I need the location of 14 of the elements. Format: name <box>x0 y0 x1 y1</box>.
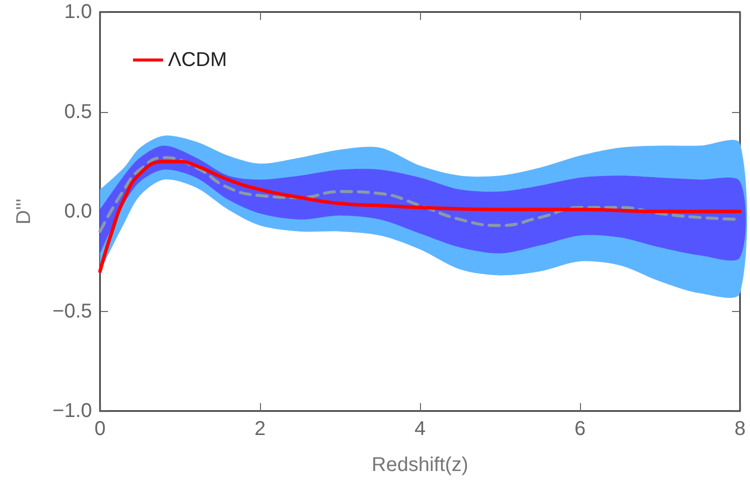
x-tick-label: 4 <box>414 418 426 440</box>
x-axis-title: Redshift(z) <box>372 454 468 476</box>
y-tick-label: −0.5 <box>52 300 92 322</box>
x-tick-label: 8 <box>734 418 746 440</box>
x-tick-label: 0 <box>94 418 106 440</box>
x-tick-label: 6 <box>574 418 586 440</box>
y-tick-label: 0.5 <box>64 100 92 123</box>
x-tick-label: 2 <box>254 418 266 440</box>
y-tick-label: 1.0 <box>64 1 92 23</box>
legend-label: ΛCDM <box>168 49 227 71</box>
y-tick-label: −1.0 <box>52 400 92 422</box>
y-tick-label: 0.0 <box>64 200 92 222</box>
y-axis-title: D''' <box>13 198 35 224</box>
line-series <box>98 160 742 274</box>
